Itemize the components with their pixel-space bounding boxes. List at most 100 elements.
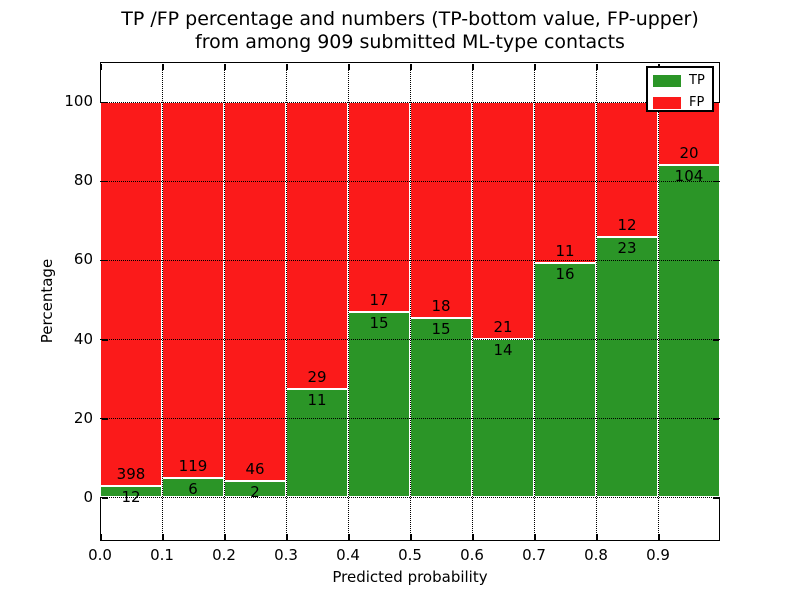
y-tick-mark-right [713, 418, 719, 420]
bar-label-fp-8: 12 [617, 216, 637, 235]
bar-segment-tp-8 [596, 237, 658, 498]
chart-title-line1: TP /FP percentage and numbers (TP-bottom… [121, 8, 699, 30]
bar-segment-tp-7 [534, 262, 596, 498]
x-tick-label: 0.1 [150, 546, 174, 564]
x-tick-mark [162, 534, 164, 540]
x-tick-mark [100, 534, 102, 540]
bar-segment-fp-9 [658, 101, 720, 166]
x-tick-mark-top [100, 63, 102, 70]
bar-label-fp-0: 398 [116, 464, 146, 483]
bar-segment-fp-7 [534, 101, 596, 263]
y-tick-mark-right [713, 497, 719, 499]
horizontal-gridline [100, 418, 720, 420]
horizontal-gridline [100, 180, 720, 182]
bar-segment-fp-2 [224, 101, 286, 481]
y-tick-mark-right [713, 259, 719, 262]
vertical-gridline [596, 62, 597, 541]
bar-segment-fp-4 [348, 101, 410, 312]
bar-segment-fp-6 [472, 101, 534, 340]
bar-label-tp-8: 23 [617, 239, 637, 258]
vertical-gridline [162, 62, 163, 541]
bar-label-tp-4: 15 [369, 313, 389, 332]
y-tick-label: 80 [73, 171, 93, 190]
bar-label-fp-1: 119 [178, 457, 208, 476]
y-tick-mark-right [713, 180, 719, 183]
y-axis-label: Percentage [38, 258, 56, 344]
bar-segment-fp-0 [100, 101, 162, 486]
x-tick-mark [658, 534, 660, 540]
bar-label-fp-5: 18 [431, 296, 451, 315]
y-tick-mark [101, 180, 108, 183]
x-tick-mark-top [472, 63, 474, 70]
tp-legend-swatch [653, 74, 681, 87]
horizontal-gridline [100, 497, 720, 499]
vertical-gridline [534, 62, 535, 541]
bar-label-fp-3: 29 [307, 367, 327, 386]
bar-label-fp-4: 17 [369, 290, 389, 309]
x-tick-mark-top [348, 63, 350, 70]
legend-item-fp: FP [648, 93, 712, 112]
x-tick-label: 0.0 [88, 546, 112, 564]
vertical-gridline [472, 62, 473, 541]
y-tick-label: 0 [83, 487, 93, 506]
bar-label-fp-2: 46 [245, 459, 265, 478]
x-tick-mark [472, 534, 474, 540]
bar-label-tp-3: 11 [307, 390, 327, 409]
x-axis-label: Predicted probability [332, 568, 488, 586]
x-tick-mark [534, 534, 536, 540]
bar-segment-tp-4 [348, 311, 410, 498]
bar-label-tp-9: 104 [674, 167, 704, 186]
chart-title-line2: from among 909 submitted ML-type contact… [195, 31, 625, 53]
bar-label-fp-9: 20 [679, 144, 699, 163]
y-tick-mark-right [713, 101, 719, 104]
tp-legend-label: TP [689, 73, 705, 88]
horizontal-gridline [100, 101, 720, 103]
horizontal-gridline [100, 339, 720, 341]
bar-label-tp-5: 15 [431, 319, 451, 338]
bar-segment-tp-0 [100, 485, 162, 498]
vertical-gridline [286, 62, 287, 541]
x-tick-label: 0.9 [646, 546, 670, 564]
y-tick-label: 40 [73, 329, 93, 348]
y-tick-label: 20 [73, 408, 93, 427]
chart-title: TP /FP percentage and numbers (TP-bottom… [100, 8, 720, 54]
x-tick-mark [596, 534, 598, 540]
x-tick-mark-top [596, 63, 598, 70]
y-tick-label: 100 [64, 92, 93, 111]
bar-segment-fp-3 [286, 101, 348, 389]
x-tick-label: 0.7 [522, 546, 546, 564]
y-tick-mark [101, 339, 108, 341]
legend: TP FP [646, 66, 714, 112]
fp-legend-label: FP [689, 95, 705, 110]
fp-legend-swatch [653, 96, 681, 109]
x-tick-mark-top [410, 63, 412, 70]
bar-label-tp-7: 16 [555, 264, 575, 283]
y-tick-label: 60 [73, 250, 93, 269]
x-tick-mark-top [162, 63, 164, 70]
x-tick-mark-top [534, 63, 536, 70]
bar-segment-fp-1 [162, 101, 224, 479]
bar-label-tp-0: 12 [121, 487, 141, 506]
vertical-gridline [410, 62, 411, 541]
x-tick-label: 0.2 [212, 546, 236, 564]
bar-label-tp-1: 6 [188, 480, 198, 499]
y-tick-mark [101, 497, 108, 499]
bar-label-tp-6: 14 [493, 341, 513, 360]
bar-segment-tp-9 [658, 165, 720, 498]
x-tick-label: 0.4 [336, 546, 360, 564]
x-tick-label: 0.3 [274, 546, 298, 564]
bar-label-fp-7: 11 [555, 241, 575, 260]
bar-label-fp-6: 21 [493, 318, 513, 337]
y-tick-mark [101, 418, 108, 420]
bar-segment-tp-5 [410, 317, 472, 498]
x-tick-label: 0.5 [398, 546, 422, 564]
x-tick-mark-top [224, 63, 226, 70]
x-tick-mark [410, 534, 412, 540]
vertical-gridline [658, 62, 659, 541]
x-tick-mark [286, 534, 288, 540]
vertical-gridline [348, 62, 349, 541]
x-tick-mark [224, 534, 226, 540]
bar-segment-fp-5 [410, 101, 472, 318]
y-tick-mark-right [713, 339, 719, 341]
